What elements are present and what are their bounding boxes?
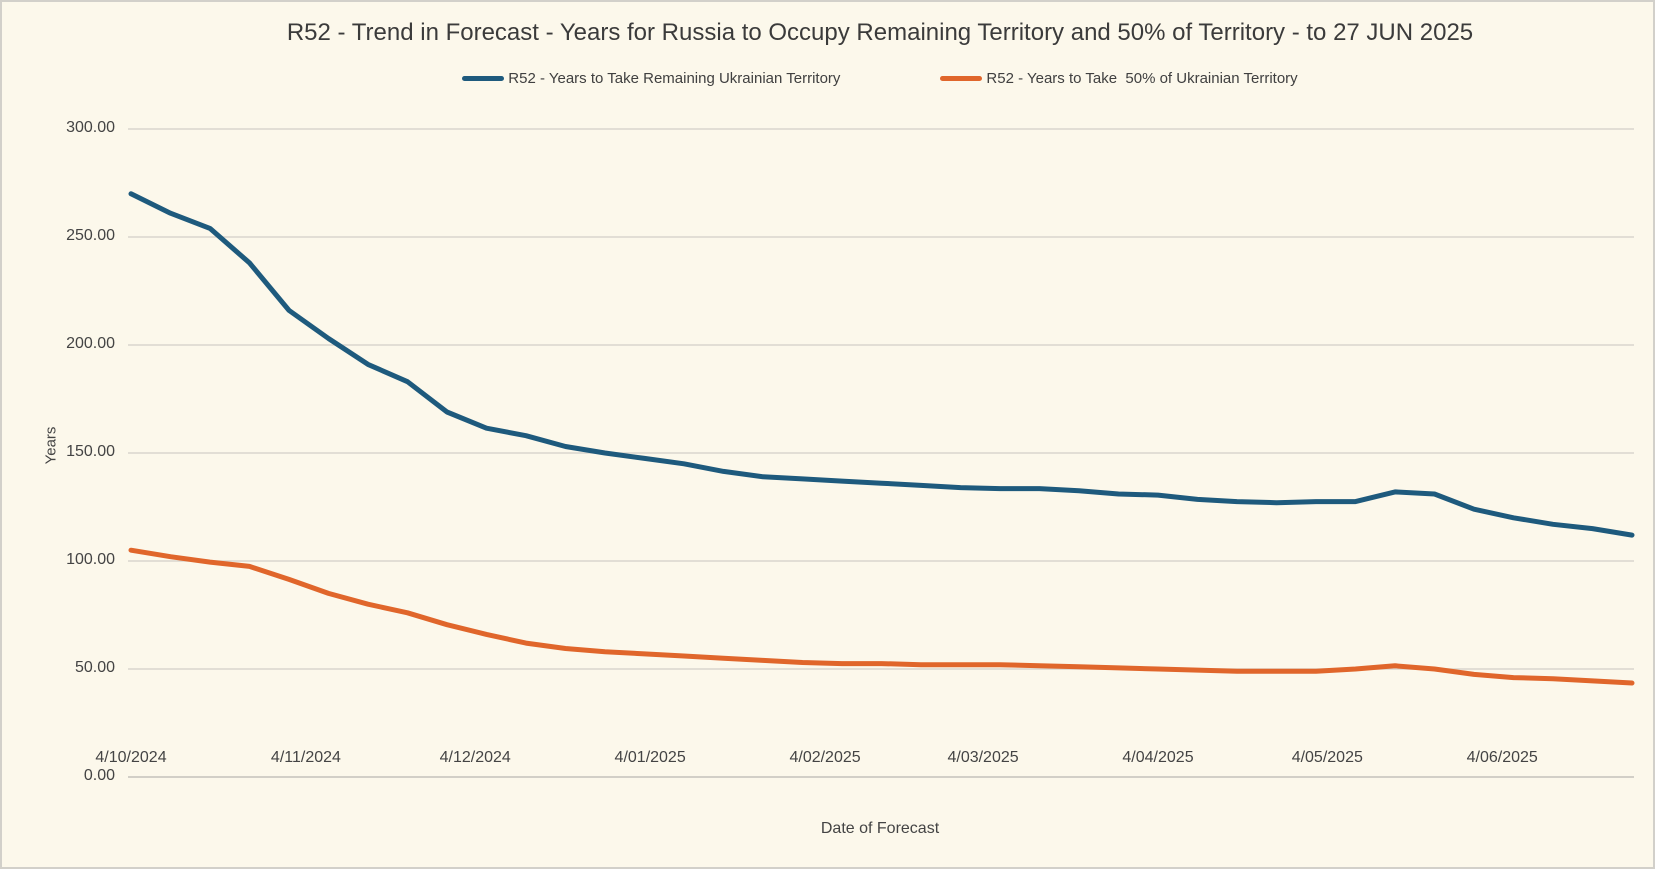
y-tick-label: 150.00 — [66, 443, 115, 460]
x-tick-label: 4/11/2024 — [270, 749, 341, 766]
x-tick-label: 4/01/2025 — [614, 749, 686, 766]
gridlines — [128, 128, 1634, 778]
legend-line-swatch-half — [940, 76, 983, 81]
y-tick-label: 200.00 — [66, 335, 115, 352]
chart-title: R52 - Trend in Forecast - Years for Russ… — [286, 19, 1474, 46]
series-line-remaining-territory — [128, 191, 1635, 538]
x-tick-label: 4/02/2025 — [789, 749, 861, 766]
x-tick-label: 4/03/2025 — [947, 749, 1019, 766]
y-axis-title: Years — [42, 426, 60, 465]
y-tick-label: 0.00 — [83, 767, 115, 784]
legend-label-remaining: R52 - Years to Take Remaining Ukrainian … — [508, 70, 841, 87]
series-line-50pct-territory — [128, 547, 1635, 686]
legend-entry-remaining: R52 - Years to Take Remaining Ukrainian … — [462, 70, 840, 87]
x-tick-label: 4/12/2024 — [439, 749, 511, 766]
legend-line-swatch-remaining — [462, 76, 505, 81]
legend-entry-half: R52 - Years to Take 50% of Ukrainian Ter… — [940, 70, 1298, 87]
x-axis-title: Date of Forecast — [820, 820, 940, 837]
x-tick-label: 4/04/2025 — [1122, 749, 1194, 766]
y-tick-label: 300.00 — [66, 119, 115, 136]
legend-label-half: R52 - Years to Take 50% of Ukrainian Ter… — [986, 70, 1298, 87]
x-tick-label: 4/10/2024 — [95, 749, 167, 766]
legend: R52 - Years to Take Remaining Ukrainian … — [130, 70, 1630, 87]
series-lines — [128, 191, 1635, 686]
x-tick-label: 4/06/2025 — [1466, 749, 1538, 766]
x-tick-label: 4/05/2025 — [1291, 749, 1363, 766]
y-tick-label: 50.00 — [74, 659, 115, 676]
y-tick-label: 100.00 — [66, 551, 115, 568]
y-tick-label: 250.00 — [66, 227, 115, 244]
